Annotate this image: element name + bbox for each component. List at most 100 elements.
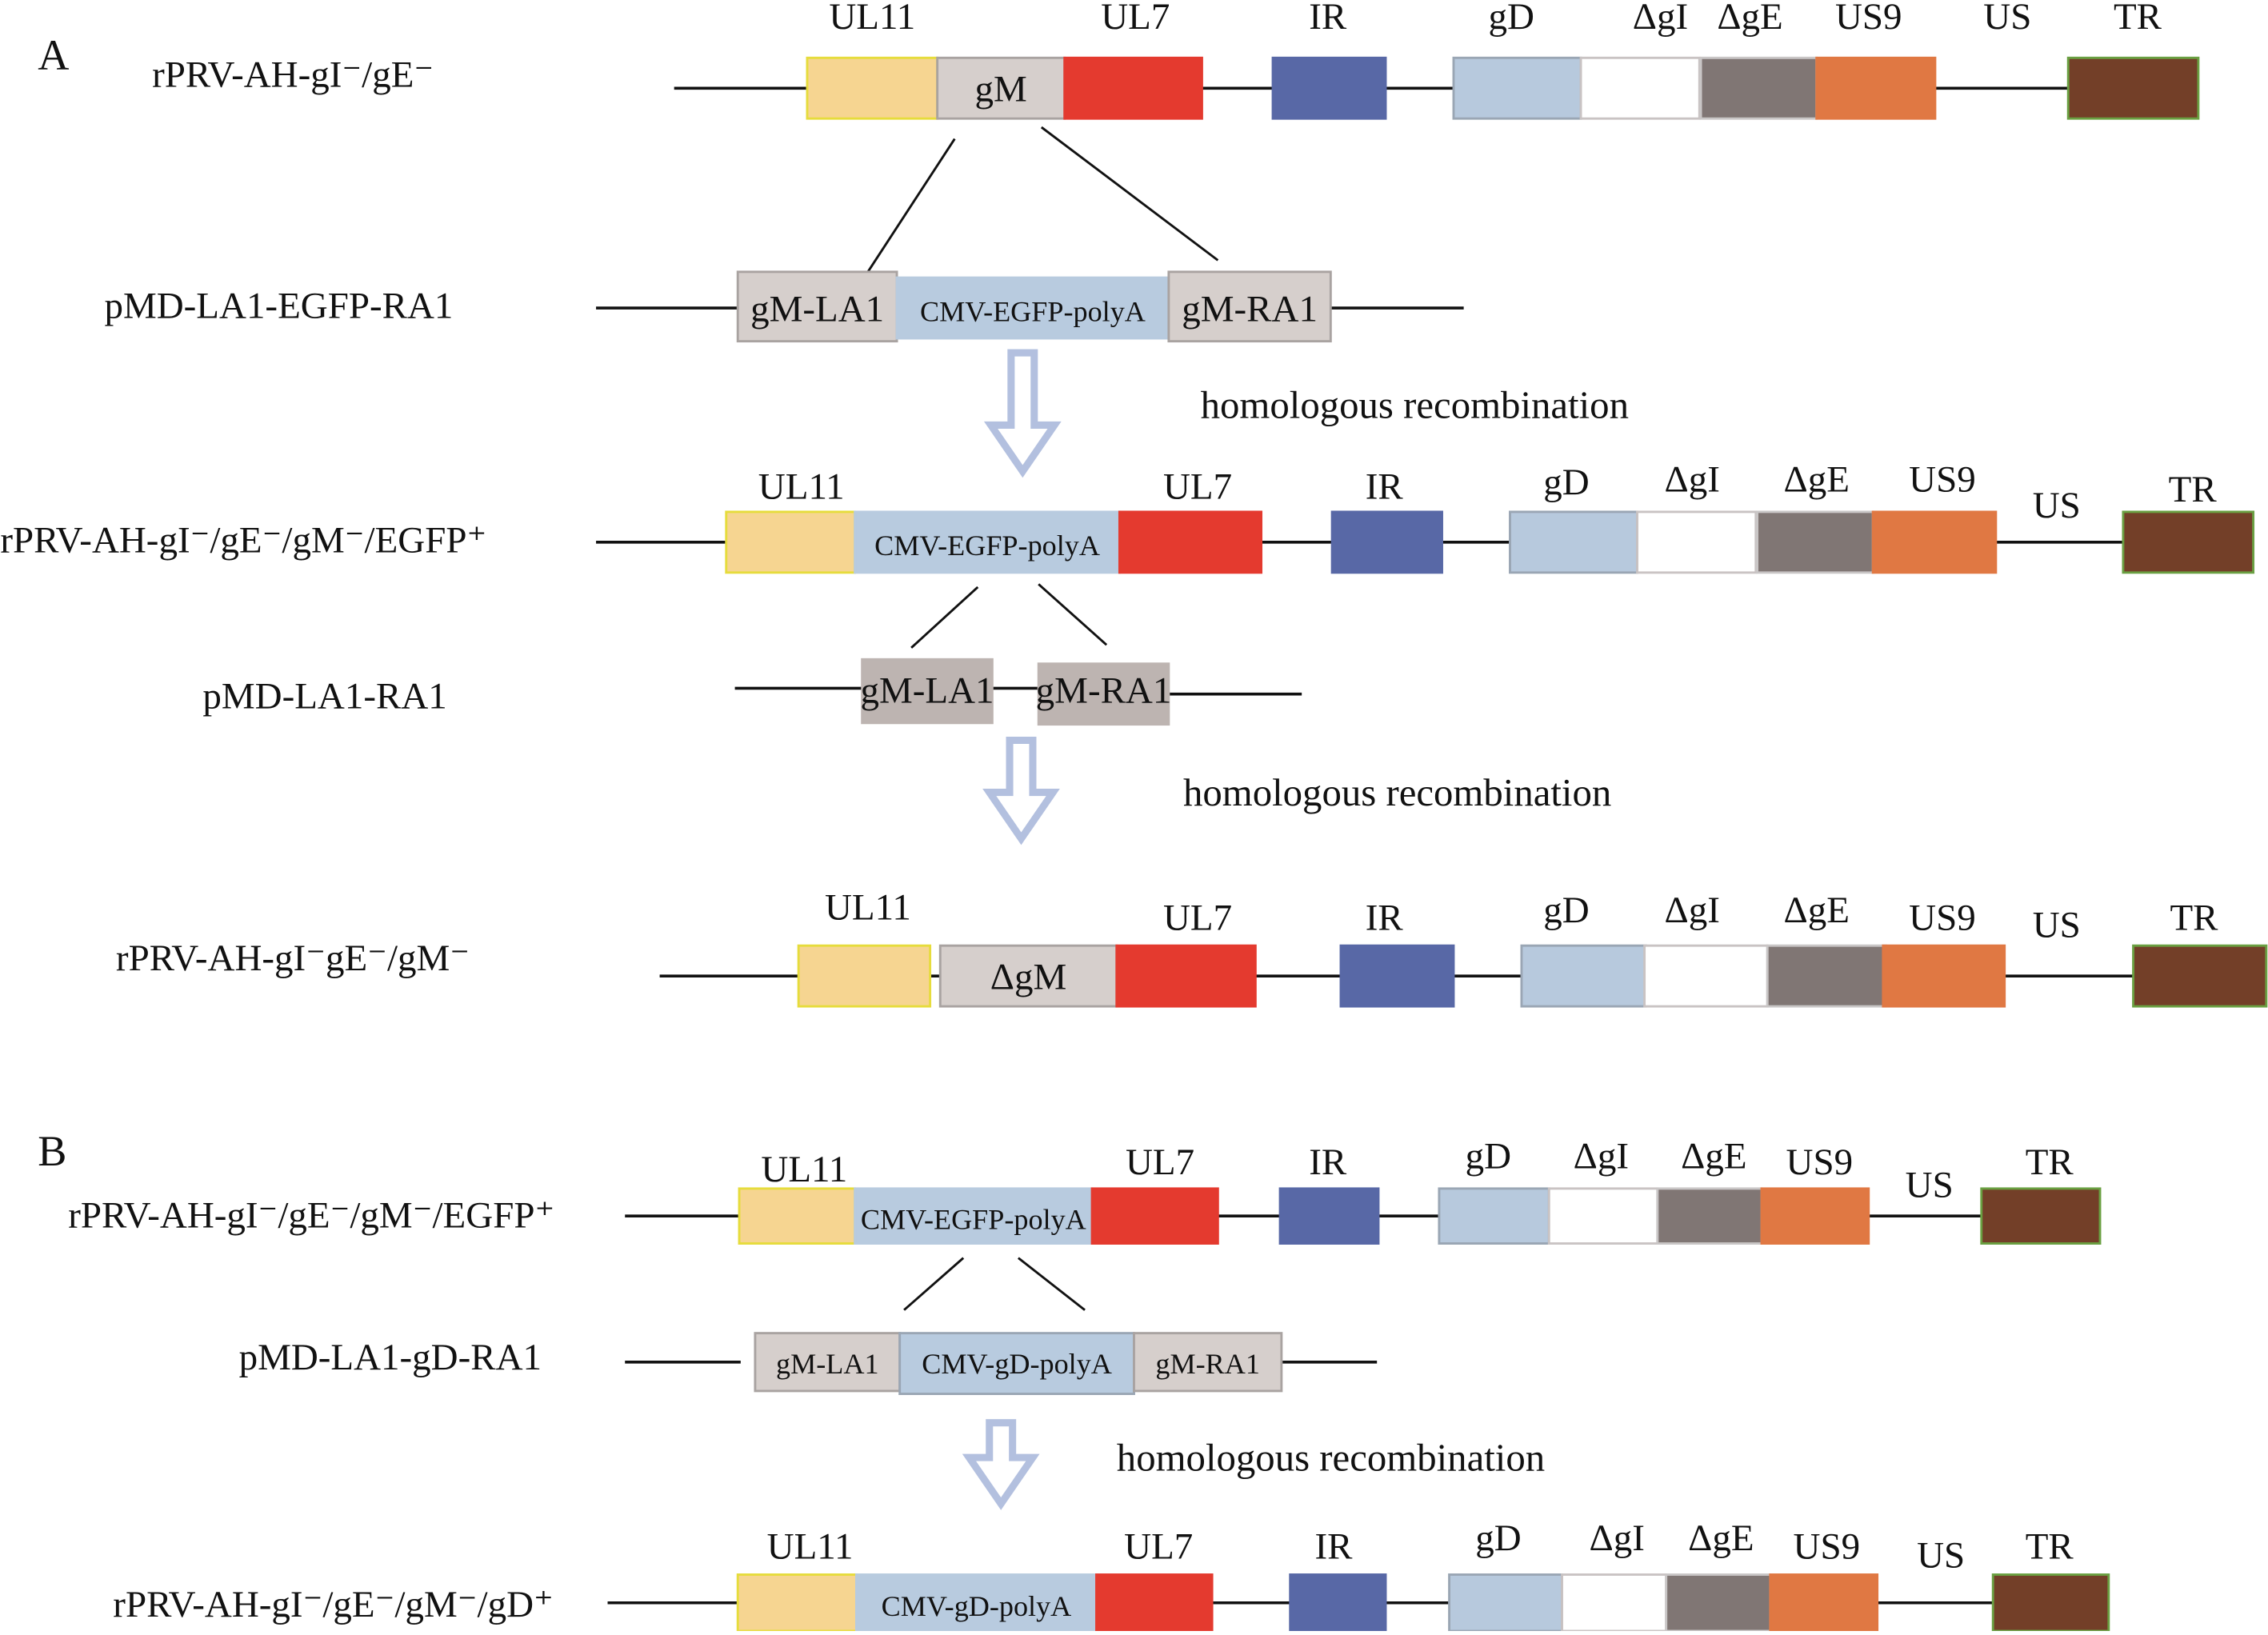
recombination-note-3: homologous recombination [1117,1436,1545,1479]
plasmid-cassette-cmv-gd-polya [898,1332,1135,1395]
gene-label-ir: IR [1309,1141,1347,1183]
gene-box-us9 [1769,1573,1879,1633]
homology-connector-left [866,138,956,273]
gene-box-gd [1520,944,1647,1008]
segment-label-gm-la1-2: gM-LA1 [860,670,994,712]
gene-box-ir [1278,1187,1380,1245]
gene-box-ul7 [1063,56,1203,120]
gene-label-ir: IR [1309,0,1347,38]
gene-box-ir [1289,1573,1387,1633]
panel-label-b: B [38,1127,66,1175]
gene-box-ir [1271,56,1387,120]
gene-label-us9: US9 [1909,459,1976,501]
gene-label-ir: IR [1314,1526,1353,1568]
gene-box-ul7 [1090,1187,1219,1245]
gene-box-delta-gi [1547,1187,1659,1245]
gene-label-tr: TR [2026,1141,2074,1183]
gene-box-delta-gm [938,944,1118,1008]
row-label-b-egfp-virus: rPRV-AH-gI⁻/gE⁻/gM⁻/EGFP⁺ [68,1195,554,1237]
segment-label-cmv-egfp-polya: CMV-EGFP-polyA [920,295,1146,327]
gene-box-us9 [1760,1187,1870,1245]
gene-box-tr [1991,1573,2110,1633]
gene-box-delta-gi [1643,944,1769,1008]
gene-label-us: US [1917,1534,1965,1576]
gene-label-us: US [2033,904,2081,945]
gene-box-ul11 [738,1187,857,1245]
gene-box-delta-ge [1656,1187,1763,1245]
gene-box-tr [2122,510,2255,574]
row-label-gd-transfer-plasmid: pMD-LA1-gD-RA1 [239,1337,542,1378]
segment-label-gm-ra1-2: gM-RA1 [1036,670,1172,712]
gene-label-ir: IR [1366,897,1404,938]
recombination-arrow-1 [983,349,1062,478]
gene-box-ul11 [736,1573,858,1633]
plasmid-arm-gm-ra1-3 [1133,1332,1283,1393]
gene-label-delta-ge: ΔgE [1783,459,1849,501]
row-label-parent-virus: rPRV-AH-gI⁻/gE⁻ [152,54,434,95]
row-label-egfp-transfer-plasmid: pMD-LA1-EGFP-RA1 [104,286,453,327]
recombination-arrow-3 [962,1419,1040,1510]
gene-box-label-cmv-egfp-polya: CMV-EGFP-polyA [861,1203,1086,1235]
gene-box-delta-gi [1561,1573,1668,1633]
gene-label-ul11: UL11 [761,1149,847,1190]
gene-label-delta-gi: ΔgI [1590,1517,1645,1559]
gene-label-delta-ge: ΔgE [1717,0,1782,38]
homology-connector-right [1040,126,1219,262]
gene-label-ul11: UL11 [829,0,915,38]
gene-box-gd [1438,1187,1550,1245]
gene-label-us9: US9 [1909,897,1976,938]
gene-label-tr: TR [2170,897,2218,938]
segment-label-gm-ra1: gM-RA1 [1182,288,1318,330]
gene-label-us9: US9 [1794,1526,1861,1568]
gene-box-tr [2132,944,2268,1008]
segment-label-gm-ra1-3: gM-RA1 [1155,1348,1260,1380]
gene-box-ir [1339,944,1455,1008]
gene-box-delta-gi [1579,56,1701,120]
recombination-note-2: homologous recombination [1183,771,1611,814]
gene-label-ul7: UL7 [1163,897,1232,938]
gene-label-delta-ge: ΔgE [1783,889,1849,931]
gene-label-tr: TR [2169,469,2218,510]
homology-connector-left-3 [903,1257,965,1311]
gene-label-tr: TR [2114,0,2162,38]
plasmid-arm-gm-la1 [736,270,898,343]
homology-connector-right-3 [1017,1257,1086,1311]
gene-box-ul7 [1115,944,1257,1008]
gene-box-ul7 [1118,510,1263,574]
gene-label-gd: gD [1543,462,1589,503]
gene-label-ul11: UL11 [758,466,845,508]
gene-box-gd [1448,1573,1564,1633]
gene-label-delta-ge: ΔgE [1688,1517,1754,1559]
gene-label-delta-ge: ΔgE [1681,1136,1746,1177]
gene-box-gd [1509,510,1638,574]
gene-label-us9: US9 [1835,0,1902,38]
gene-label-us: US [2033,485,2081,526]
gene-box-label-cmv-gd-polya: CMV-gD-polyA [882,1590,1072,1622]
segment-label-gm-la1-3: gM-LA1 [776,1348,879,1380]
gene-label-us: US [1906,1165,1954,1206]
gene-box-cmv-egfp-polya [854,1187,1094,1245]
gene-box-ul11 [806,56,939,120]
gene-label-ul11: UL11 [825,887,911,929]
plasmid-arm-gm-ra1 [1167,270,1332,343]
gene-box-us9 [1815,56,1937,120]
gene-label-ul11: UL11 [767,1526,854,1568]
gene-box-delta-ge [1665,1573,1772,1633]
plasmid-cassette-cmv-egfp-polya [895,276,1170,340]
gene-box-ir [1330,510,1443,574]
segment-label-cmv-gd-polya: CMV-gD-polyA [922,1348,1112,1380]
gene-box-ul7 [1095,1573,1214,1633]
recombination-arrow-2 [982,736,1060,845]
gene-box-delta-gi [1636,510,1758,574]
gene-label-ul7: UL7 [1126,1141,1194,1183]
row-label-gm-deleted-virus: rPRV-AH-gI⁻gE⁻/gM⁻ [116,937,470,979]
segment-label-gm-la1: gM-LA1 [750,288,884,330]
gene-box-label-gm: gM [975,69,1027,110]
row-label-la1-ra1-plasmid: pMD-LA1-RA1 [202,676,446,718]
gene-box-us9 [1882,944,2006,1008]
gene-box-us9 [1871,510,1998,574]
gene-label-us: US [1983,0,2031,38]
row-label-gd-virus: rPRV-AH-gI⁻/gE⁻/gM⁻/gD⁺ [113,1584,554,1625]
